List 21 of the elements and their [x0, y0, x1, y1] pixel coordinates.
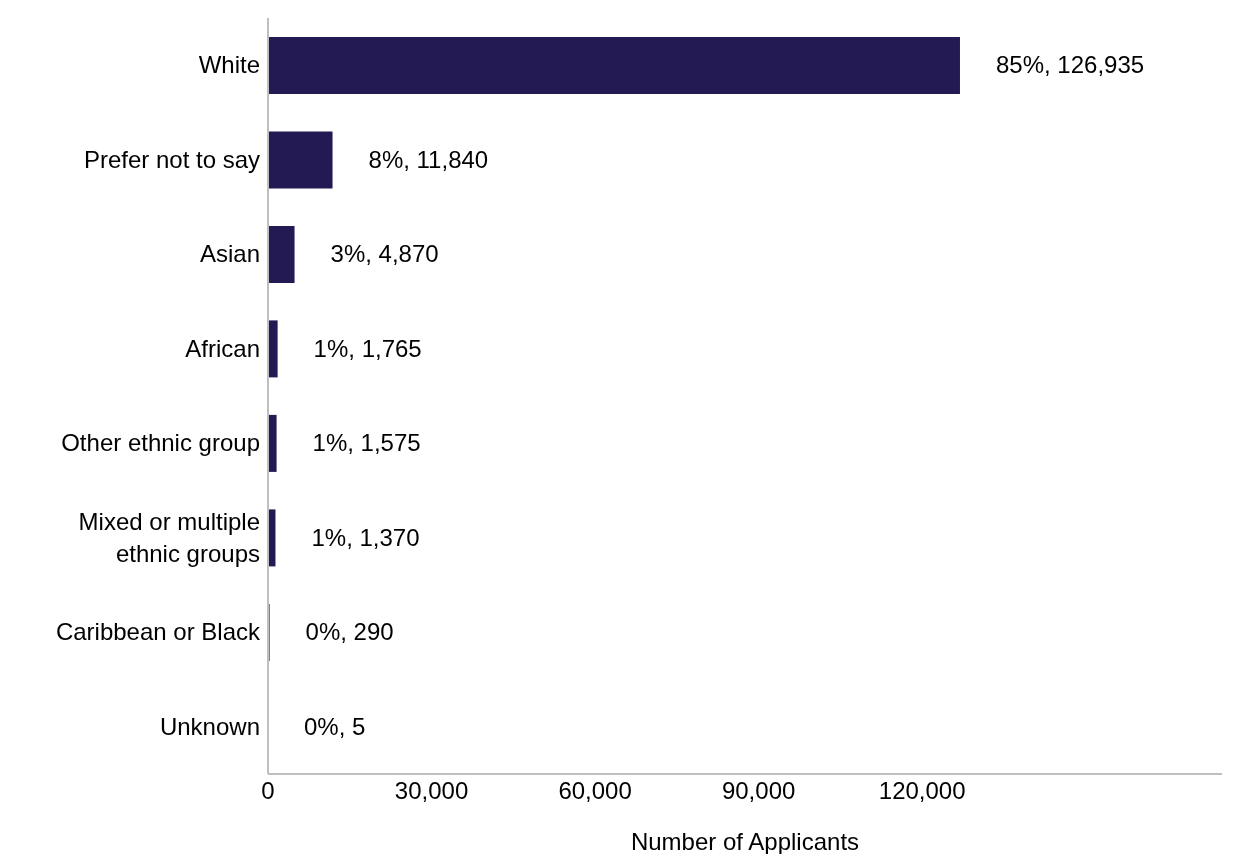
- data-label: 8%, 11,840: [368, 145, 489, 173]
- y-tick-label: Prefer not to say: [83, 145, 260, 173]
- x-tick-label: 30,000: [394, 777, 469, 805]
- data-label: 1%, 1,575: [312, 429, 421, 457]
- y-tick-label: Unknown: [159, 712, 260, 740]
- x-tick-label: 90,000: [721, 777, 796, 805]
- y-tick-label: Caribbean or Black: [55, 618, 261, 646]
- data-label: 0%, 5: [304, 712, 366, 740]
- y-tick-label: White: [198, 51, 260, 79]
- y-tick-label: African: [185, 334, 260, 362]
- data-label: 1%, 1,765: [313, 334, 422, 362]
- data-label: 85%, 126,935: [995, 51, 1145, 79]
- data-label: 1%, 1,370: [311, 523, 420, 551]
- data-label: 3%, 4,870: [330, 240, 439, 268]
- x-tick-label: 0: [261, 777, 275, 805]
- y-tick-label: Other ethnic group: [61, 429, 260, 457]
- x-tick-label: 60,000: [558, 777, 632, 805]
- data-label: 0%, 290: [305, 618, 394, 646]
- y-tick-label: Mixed or multiple ethnic groups: [78, 507, 260, 567]
- y-tick-label: Asian: [199, 240, 260, 268]
- x-tick-label: 120,000: [878, 777, 966, 805]
